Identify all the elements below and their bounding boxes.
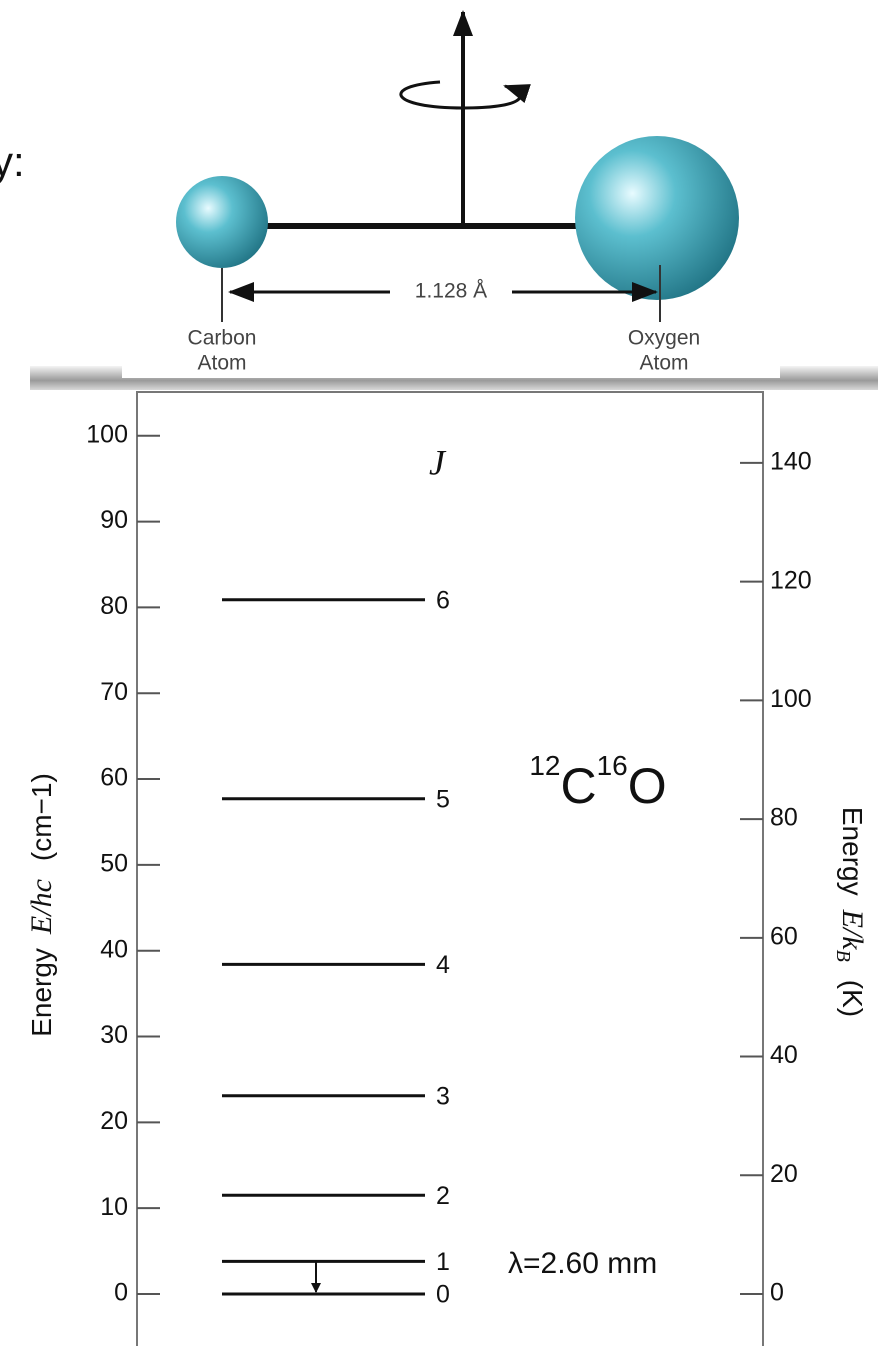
level-label: 4 <box>436 951 450 979</box>
element: C <box>560 758 596 814</box>
isotope: 12 <box>529 750 560 781</box>
y2-tick-label: 120 <box>770 566 812 594</box>
y-tick-label: 80 <box>100 592 128 620</box>
y-tick-label: 30 <box>100 1021 128 1049</box>
carbon-atom <box>176 176 268 268</box>
y-tick-label: 60 <box>100 764 128 792</box>
y-tick-label: 0 <box>114 1279 128 1307</box>
label-part: E/k <box>836 909 869 951</box>
y2-tick-label: 140 <box>770 448 812 476</box>
level-label: 3 <box>436 1082 450 1110</box>
y-tick-label: 20 <box>100 1107 128 1135</box>
j-header: J <box>429 442 447 482</box>
level-label: 5 <box>436 785 450 813</box>
y-tick-label: 100 <box>86 420 128 448</box>
y-axis-label: Energy E/hc (cm−1) <box>25 773 58 1037</box>
species: 12C16O <box>529 750 666 814</box>
annotation: λ=2.60 mm <box>508 1247 657 1280</box>
y2-axis-label: Energy E/kB (K) <box>832 807 869 1017</box>
y2-tick-label: 80 <box>770 804 798 832</box>
level-label: 1 <box>436 1248 450 1276</box>
y-tick-label: 50 <box>100 849 128 877</box>
oxygen-atom <box>575 136 739 300</box>
y-tick-label: 40 <box>100 935 128 963</box>
y2-tick-label: 100 <box>770 685 812 713</box>
plot-frame <box>136 391 764 1346</box>
bond-length: 1.128 Å <box>415 280 487 303</box>
label-part: Energy <box>837 807 868 896</box>
y-tick-label: 90 <box>100 506 128 534</box>
element: O <box>628 758 667 814</box>
y-tick-label: 10 <box>100 1193 128 1221</box>
y2-tick-label: 60 <box>770 922 798 950</box>
y2-tick-label: 0 <box>770 1279 784 1307</box>
label-part: Energy <box>26 948 57 1037</box>
y2-tick-label: 40 <box>770 1041 798 1069</box>
label-part: (K) <box>837 980 868 1017</box>
rotation-arrow <box>399 80 531 110</box>
atom-label: Atom <box>639 352 688 375</box>
atom-label: Carbon <box>188 327 257 350</box>
level-label: 0 <box>436 1281 450 1309</box>
atom-label: Atom <box>197 352 246 375</box>
y-tick-label: 70 <box>100 678 128 706</box>
y2-tick-label: 20 <box>770 1160 798 1188</box>
label-part: (cm−1) <box>26 773 57 861</box>
atom-label: Oxygen <box>628 327 700 350</box>
level-label: 2 <box>436 1182 450 1210</box>
label-part: B <box>832 950 854 962</box>
level-label: 6 <box>436 586 450 614</box>
fragment-text: y: <box>0 138 25 185</box>
isotope: 16 <box>597 750 628 781</box>
label-part: E/hc <box>25 879 58 935</box>
